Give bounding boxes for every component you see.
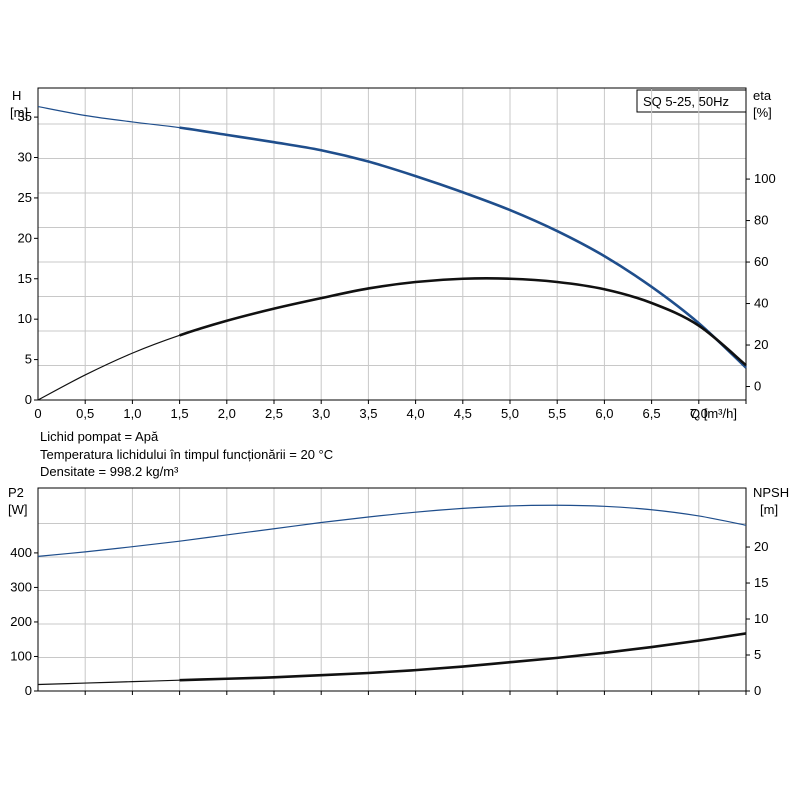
bottom-right-axis-name: NPSH: [753, 485, 789, 500]
bottom-left-axis-unit: [W]: [8, 502, 28, 517]
top-x-tick-label: 7,0: [690, 406, 708, 421]
top-left-tick-label: 0: [25, 392, 32, 407]
bottom-right-tick-label: 5: [754, 647, 761, 662]
top-left-tick-label: 5: [25, 352, 32, 367]
top-right-axis-unit: [%]: [753, 105, 772, 120]
top-right-axis-name: eta: [753, 88, 772, 103]
bottom-plot-frame: [37, 487, 747, 692]
model-label: SQ 5-25, 50Hz: [643, 94, 729, 109]
top-right-tick-label: 80: [754, 213, 768, 228]
top-left-tick-label: 25: [18, 190, 32, 205]
top-left-tick-label: 20: [18, 230, 32, 245]
bottom-series-1-operating-range: [179, 632, 747, 682]
bottom-right-tick-label: 10: [754, 611, 768, 626]
bottom-left-tick-label: 300: [10, 579, 32, 594]
bottom-left-axis-name: P2: [8, 485, 24, 500]
top-series-0-line: [37, 106, 747, 369]
top-x-tick-label: 1,5: [171, 406, 189, 421]
bottom-right-tick-label: 20: [754, 539, 768, 554]
top-x-tick-label: 1,0: [123, 406, 141, 421]
bottom-left-tick-label: 200: [10, 614, 32, 629]
top-x-tick-label: 5,5: [548, 406, 566, 421]
top-x-tick-label: 3,5: [359, 406, 377, 421]
top-series-0-operating-range: [179, 126, 747, 369]
note-density: Densitate = 998.2 kg/m³: [40, 464, 179, 479]
top-x-tick-label: 0: [34, 406, 41, 421]
top-left-axis-unit: [m]: [10, 105, 28, 120]
bottom-left-tick-label: 400: [10, 545, 32, 560]
top-x-tick-label: 2,0: [218, 406, 236, 421]
x-axis-name: Q [m³/h]: [690, 406, 737, 421]
top-right-tick-label: 60: [754, 254, 768, 269]
top-x-tick-label: 6,0: [595, 406, 613, 421]
top-x-tick-label: 0,5: [76, 406, 94, 421]
top-x-tick-label: 4,5: [454, 406, 472, 421]
top-left-tick-label: 15: [18, 271, 32, 286]
bottom-left-tick-label: 100: [10, 648, 32, 663]
top-series-1-operating-range: [179, 277, 747, 367]
bottom-left-tick-label: 0: [25, 683, 32, 698]
top-left-axis-name: H: [12, 88, 21, 103]
top-plot-frame: [37, 87, 747, 401]
top-left-tick-label: 35: [18, 109, 32, 124]
top-x-tick-label: 2,5: [265, 406, 283, 421]
top-left-tick-label: 10: [18, 311, 32, 326]
top-x-tick-label: 3,0: [312, 406, 330, 421]
bottom-right-tick-label: 0: [754, 683, 761, 698]
top-right-tick-label: 40: [754, 296, 768, 311]
top-x-tick-label: 6,5: [643, 406, 661, 421]
note-liquid-temperature: Temperatura lichidului în timpul funcțio…: [40, 447, 333, 462]
top-right-tick-label: 20: [754, 337, 768, 352]
top-x-tick-label: 4,0: [407, 406, 425, 421]
bottom-series-0-line: [37, 504, 747, 557]
bottom-right-axis-unit: [m]: [760, 502, 778, 517]
top-left-tick-label: 30: [18, 150, 32, 165]
top-x-tick-label: 5,0: [501, 406, 519, 421]
bottom-right-tick-label: 15: [754, 575, 768, 590]
top-right-tick-label: 0: [754, 379, 761, 394]
top-right-tick-label: 100: [754, 171, 776, 186]
bottom-series-1-line: [37, 632, 747, 686]
note-pumped-liquid: Lichid pompat = Apă: [40, 429, 159, 444]
